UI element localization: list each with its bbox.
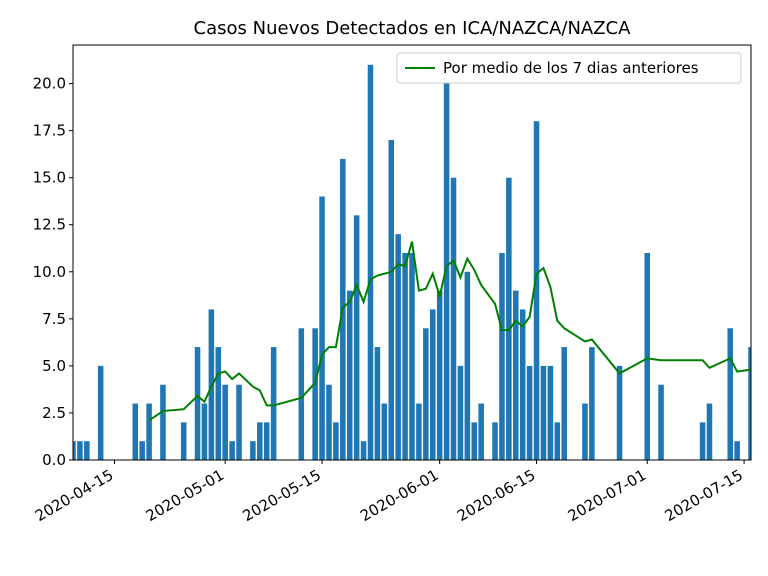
bar bbox=[402, 252, 408, 460]
y-tick-label: 10.0 bbox=[33, 263, 66, 281]
bar bbox=[457, 365, 464, 460]
bar bbox=[326, 384, 332, 460]
bar bbox=[194, 347, 201, 460]
y-tick-label: 2.5 bbox=[42, 404, 66, 422]
y-tick-label: 7.5 bbox=[42, 310, 66, 328]
bar bbox=[367, 64, 374, 460]
line bbox=[148, 241, 751, 422]
bar bbox=[554, 422, 561, 460]
bar bbox=[526, 365, 533, 460]
x-tick-label: 2020-04-15 bbox=[32, 466, 117, 525]
x-tick-label: 2020-05-01 bbox=[143, 466, 228, 525]
bar bbox=[312, 328, 318, 460]
bar bbox=[236, 384, 242, 460]
chart-title: Casos Nuevos Detectados en ICA/NAZCA/NAZ… bbox=[194, 18, 632, 39]
bar bbox=[727, 328, 734, 460]
bar bbox=[540, 365, 547, 460]
bar bbox=[533, 121, 540, 460]
bar bbox=[132, 403, 139, 460]
bar bbox=[416, 403, 422, 460]
bar bbox=[388, 140, 395, 460]
bar bbox=[450, 177, 457, 460]
bar bbox=[160, 384, 166, 460]
bar bbox=[443, 64, 450, 460]
x-tick-label: 2020-07-01 bbox=[565, 466, 650, 525]
bar bbox=[353, 215, 360, 460]
bar bbox=[561, 347, 567, 460]
bar bbox=[73, 441, 76, 460]
bar bbox=[616, 365, 623, 460]
bar bbox=[506, 177, 512, 460]
bar bbox=[547, 365, 554, 460]
bar bbox=[492, 422, 498, 460]
bar bbox=[257, 422, 263, 460]
bar bbox=[270, 347, 277, 460]
bar bbox=[748, 347, 751, 460]
bar bbox=[589, 347, 595, 460]
legend-box bbox=[396, 52, 742, 84]
x-tick-label: 2020-06-15 bbox=[454, 466, 539, 525]
bar bbox=[222, 384, 228, 460]
y-tick-label: 17.5 bbox=[33, 122, 66, 140]
bar bbox=[146, 403, 152, 460]
bar bbox=[333, 422, 339, 460]
y-tick-label: 0.0 bbox=[42, 451, 66, 469]
bar bbox=[409, 252, 415, 460]
bar bbox=[395, 234, 401, 460]
bar bbox=[478, 403, 484, 460]
bar bbox=[84, 441, 90, 460]
bar bbox=[298, 328, 305, 460]
bar bbox=[319, 196, 325, 460]
bar bbox=[97, 365, 104, 460]
bar bbox=[215, 347, 222, 460]
bar bbox=[250, 441, 256, 460]
plot-area bbox=[73, 64, 751, 460]
bar bbox=[436, 290, 443, 460]
y-tick-label: 5.0 bbox=[42, 357, 66, 375]
bar bbox=[582, 403, 588, 460]
bar bbox=[77, 441, 83, 460]
plot-frame bbox=[72, 44, 752, 461]
y-tick-label: 20.0 bbox=[33, 75, 66, 93]
bar bbox=[644, 252, 650, 460]
bar bbox=[519, 309, 526, 460]
bar bbox=[429, 309, 436, 460]
bar bbox=[513, 290, 519, 460]
bar bbox=[346, 290, 353, 460]
bar bbox=[374, 347, 381, 460]
x-tick-label: 2020-06-01 bbox=[357, 466, 442, 525]
bar bbox=[139, 441, 145, 460]
bar bbox=[263, 422, 270, 460]
bar bbox=[201, 403, 208, 460]
bar bbox=[229, 441, 235, 460]
bar bbox=[706, 403, 713, 460]
legend-label: Por medio de los 7 dias anteriores bbox=[443, 59, 699, 77]
bar bbox=[734, 441, 740, 460]
bar bbox=[464, 271, 471, 460]
y-tick-label: 15.0 bbox=[33, 169, 66, 187]
y-tick-label: 12.5 bbox=[33, 216, 66, 234]
legend: Por medio de los 7 dias anteriores bbox=[396, 52, 742, 84]
bar bbox=[658, 384, 664, 460]
bar bbox=[180, 422, 187, 460]
x-tick-label: 2020-07-15 bbox=[662, 466, 747, 525]
bar bbox=[499, 252, 505, 460]
bar bbox=[423, 328, 429, 460]
bar bbox=[360, 441, 367, 460]
bar bbox=[471, 422, 478, 460]
bar bbox=[699, 422, 706, 460]
x-tick-label: 2020-05-15 bbox=[240, 466, 325, 525]
bar bbox=[381, 403, 388, 460]
